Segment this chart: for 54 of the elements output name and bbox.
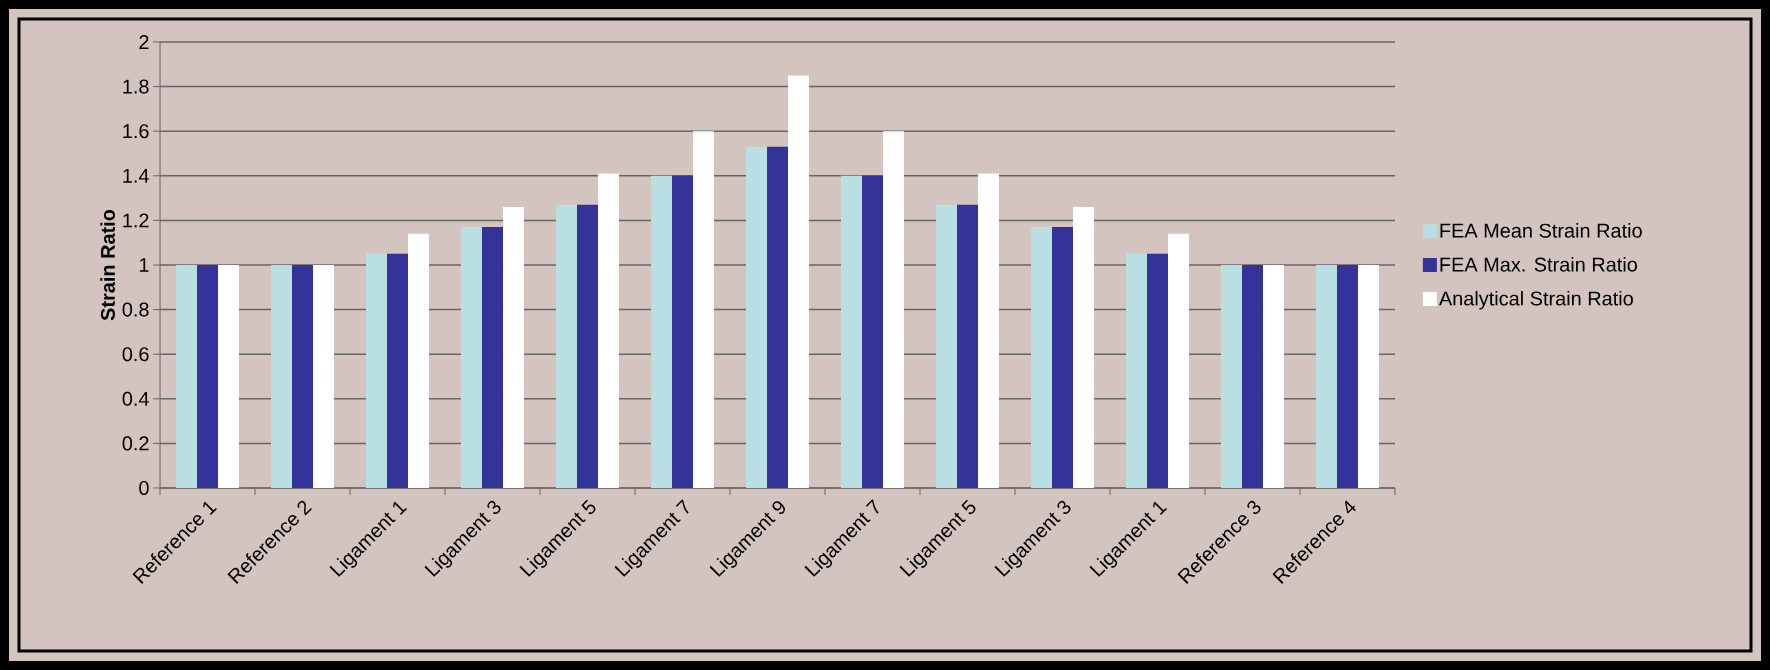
bar — [482, 227, 504, 488]
bar — [313, 264, 335, 488]
bar — [767, 146, 789, 488]
bar — [1052, 227, 1074, 488]
y-tick-label: 0 — [139, 480, 149, 496]
bar — [366, 253, 388, 488]
y-tick-label: 0.8 — [122, 302, 149, 317]
legend-label: FEA Max. Strain Ratio — [1440, 257, 1637, 272]
y-tick-label: 0.2 — [122, 436, 149, 451]
bar — [408, 233, 430, 488]
bar — [176, 264, 198, 488]
bar — [292, 264, 314, 488]
bar — [788, 75, 810, 488]
bar — [197, 264, 219, 488]
bar — [577, 204, 599, 488]
y-tick-label: 2 — [139, 35, 149, 49]
bar — [957, 204, 979, 488]
bar — [841, 175, 863, 488]
bar — [598, 173, 620, 488]
bar — [271, 264, 293, 488]
bar — [503, 207, 525, 488]
bar — [1337, 264, 1359, 488]
bar — [1221, 264, 1243, 488]
bar — [1242, 264, 1264, 488]
bar — [1316, 264, 1338, 488]
bar — [883, 131, 905, 488]
bar — [1031, 227, 1053, 488]
bar — [461, 227, 483, 488]
bar — [1147, 253, 1169, 488]
bar — [651, 175, 673, 488]
y-tick-label: 1.8 — [123, 79, 149, 94]
bar — [1126, 253, 1148, 488]
bar — [556, 204, 578, 488]
y-tick-label: 1.6 — [123, 124, 149, 139]
bar — [387, 253, 409, 488]
y-tick-label: 0.4 — [122, 391, 149, 406]
bar — [1358, 264, 1380, 488]
y-tick-label: 1 — [139, 258, 149, 272]
bar — [218, 264, 240, 488]
bar — [672, 175, 694, 488]
bar — [1168, 233, 1190, 488]
y-axis-title: Strain Ratio — [100, 209, 115, 321]
bar — [746, 146, 768, 488]
y-tick-label: 1.2 — [123, 213, 149, 228]
y-tick-label: 1.4 — [123, 168, 149, 183]
bar — [1073, 207, 1095, 488]
y-tick-label: 0.6 — [122, 347, 149, 362]
legend-label: Analytical Strain Ratio — [1438, 290, 1633, 310]
bar — [978, 173, 1000, 488]
bar — [936, 204, 958, 488]
bar — [693, 131, 715, 488]
legend-label: FEA Mean Strain Ratio — [1440, 223, 1642, 238]
bar — [1263, 264, 1285, 488]
bar — [862, 175, 884, 488]
